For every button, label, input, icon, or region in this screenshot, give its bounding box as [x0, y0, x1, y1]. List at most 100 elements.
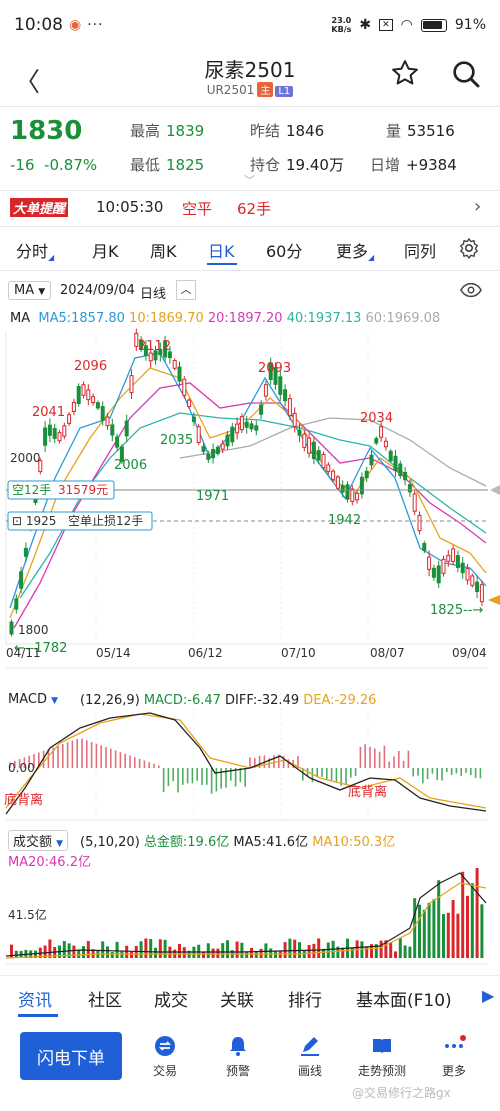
candlesticks [9, 328, 484, 637]
tab-same-list[interactable]: 同列 [404, 242, 437, 261]
quote-panel: 1830 -16 -0.87% 最高 1839 最低 1825 昨结 1846 持仓 1… [0, 108, 500, 188]
tab-month-k[interactable]: 月K [92, 242, 119, 261]
volume-bar [365, 947, 369, 958]
volume-select[interactable]: 成交额 ▼ [8, 830, 69, 851]
volume-bar [336, 946, 340, 958]
price-change: -16 -0.87% [10, 156, 98, 174]
x-tick-0514: 05/14 [96, 646, 131, 660]
last-price: 1830 [10, 116, 83, 146]
candle [76, 383, 81, 407]
volume-bar [389, 942, 393, 958]
flash-order-button[interactable]: 闪电下单 [20, 1032, 122, 1080]
tab-timeshare[interactable]: 分时◢ [16, 242, 55, 262]
price-chart[interactable]: 空12手 31579元 ⊡ 1925 空单止损12手 2000 1800 204… [0, 328, 500, 976]
tab-day-k[interactable]: 日K [208, 242, 235, 261]
open-interest-field: 持仓 19.40万 [250, 156, 344, 174]
candle [475, 575, 480, 599]
status-bar: 10:08 ◉ ··· 23.0 KB/s ✱ ✕ ◠ 91% [0, 0, 500, 50]
candle [292, 407, 297, 433]
candle [431, 564, 436, 581]
volume-bar [437, 880, 441, 958]
volume-bar [101, 941, 105, 958]
candle [139, 336, 144, 353]
candle [383, 437, 388, 451]
contract-subtitle: UR2501 主 L1 [0, 82, 500, 97]
ma10-line [9, 367, 487, 619]
chevron-right-icon[interactable]: ▶ [482, 986, 495, 1005]
battery-level: 91% [454, 17, 486, 33]
back-chevron-icon[interactable]: 〈 [14, 68, 41, 98]
volume-bar [350, 947, 354, 958]
volume-bar [379, 940, 383, 958]
battery-icon [420, 18, 447, 32]
volume-bar [312, 943, 316, 958]
candle [455, 550, 460, 573]
contract-code: UR2501 [206, 83, 255, 97]
draw-line-button[interactable]: 画线 [280, 1034, 340, 1079]
volume-bar [288, 938, 292, 958]
candle [451, 545, 456, 566]
gear-icon[interactable] [458, 237, 480, 259]
candle [273, 362, 278, 390]
candle [364, 466, 369, 483]
candle [129, 369, 134, 399]
more-button[interactable]: 更多 [424, 1034, 484, 1079]
macd-select[interactable]: MACD ▼ [8, 692, 59, 707]
annotation-2093: 2093 [258, 361, 291, 376]
big-order-alert[interactable]: 大单提醒 10:05:30 空平 62手 › [0, 194, 500, 222]
candle [441, 555, 446, 577]
candle [95, 400, 100, 411]
eye-icon[interactable] [460, 282, 482, 298]
trade-button[interactable]: 交易 [135, 1034, 195, 1079]
volume-bar [72, 945, 76, 958]
x-tick-0710: 07/10 [281, 646, 316, 660]
forecast-button[interactable]: 走势预测 [352, 1034, 412, 1079]
tab-ranking[interactable]: 排行 [288, 991, 322, 1011]
volume-bar [278, 951, 282, 958]
candle [422, 540, 427, 554]
volume-bar [43, 945, 47, 958]
candle [321, 451, 326, 471]
search-icon[interactable] [450, 58, 482, 90]
caret-up-icon[interactable]: ︿ [176, 280, 196, 300]
indicator-select[interactable]: MA ▼ [8, 281, 52, 300]
period-tabs: 分时◢ 月K 周K 日K 60分 更多◢ 同列 [0, 230, 500, 268]
candle [316, 446, 321, 465]
daily-increase-field: 日增 +9384 [370, 156, 457, 174]
chevron-right-icon[interactable]: › [474, 196, 482, 217]
volume-bar [115, 941, 119, 958]
volume-bar [82, 946, 85, 958]
alert-button[interactable]: 预警 [208, 1034, 268, 1079]
candle [311, 436, 316, 465]
divergence-label-2: 底背离 [348, 784, 387, 800]
candle [115, 433, 120, 451]
tab-trades[interactable]: 成交 [154, 991, 188, 1011]
position-short-value: 31579元 [58, 483, 108, 497]
stop-loss-box [7, 511, 153, 531]
candle [172, 358, 177, 371]
volume-bar [158, 939, 162, 958]
annotation-2034: 2034 [360, 411, 393, 426]
volume-bar [398, 938, 402, 958]
volume-bar [466, 895, 469, 958]
candle [177, 361, 182, 387]
tab-related[interactable]: 关联 [220, 991, 254, 1011]
candle [470, 573, 475, 588]
volume-bar [91, 949, 95, 958]
volume-bar [226, 940, 229, 958]
chart-period: 日线 [140, 287, 167, 302]
candle [134, 328, 139, 352]
stop-loss-price: ⊡ 1925 [12, 514, 56, 528]
tab-more[interactable]: 更多◢ [336, 242, 375, 262]
volume-bar [293, 939, 297, 958]
tab-community[interactable]: 社区 [88, 991, 122, 1011]
tab-week-k[interactable]: 周K [150, 242, 177, 261]
candle [167, 345, 172, 364]
expand-chevron-icon[interactable]: ﹀ [244, 174, 255, 187]
tab-news[interactable]: 资讯 [18, 991, 52, 1011]
star-icon[interactable] [390, 58, 420, 88]
more-dots-icon [445, 1044, 463, 1048]
tab-60min[interactable]: 60分 [266, 242, 303, 261]
volume-bar [427, 902, 431, 958]
tab-fundamentals[interactable]: 基本面(F10) [356, 991, 452, 1011]
